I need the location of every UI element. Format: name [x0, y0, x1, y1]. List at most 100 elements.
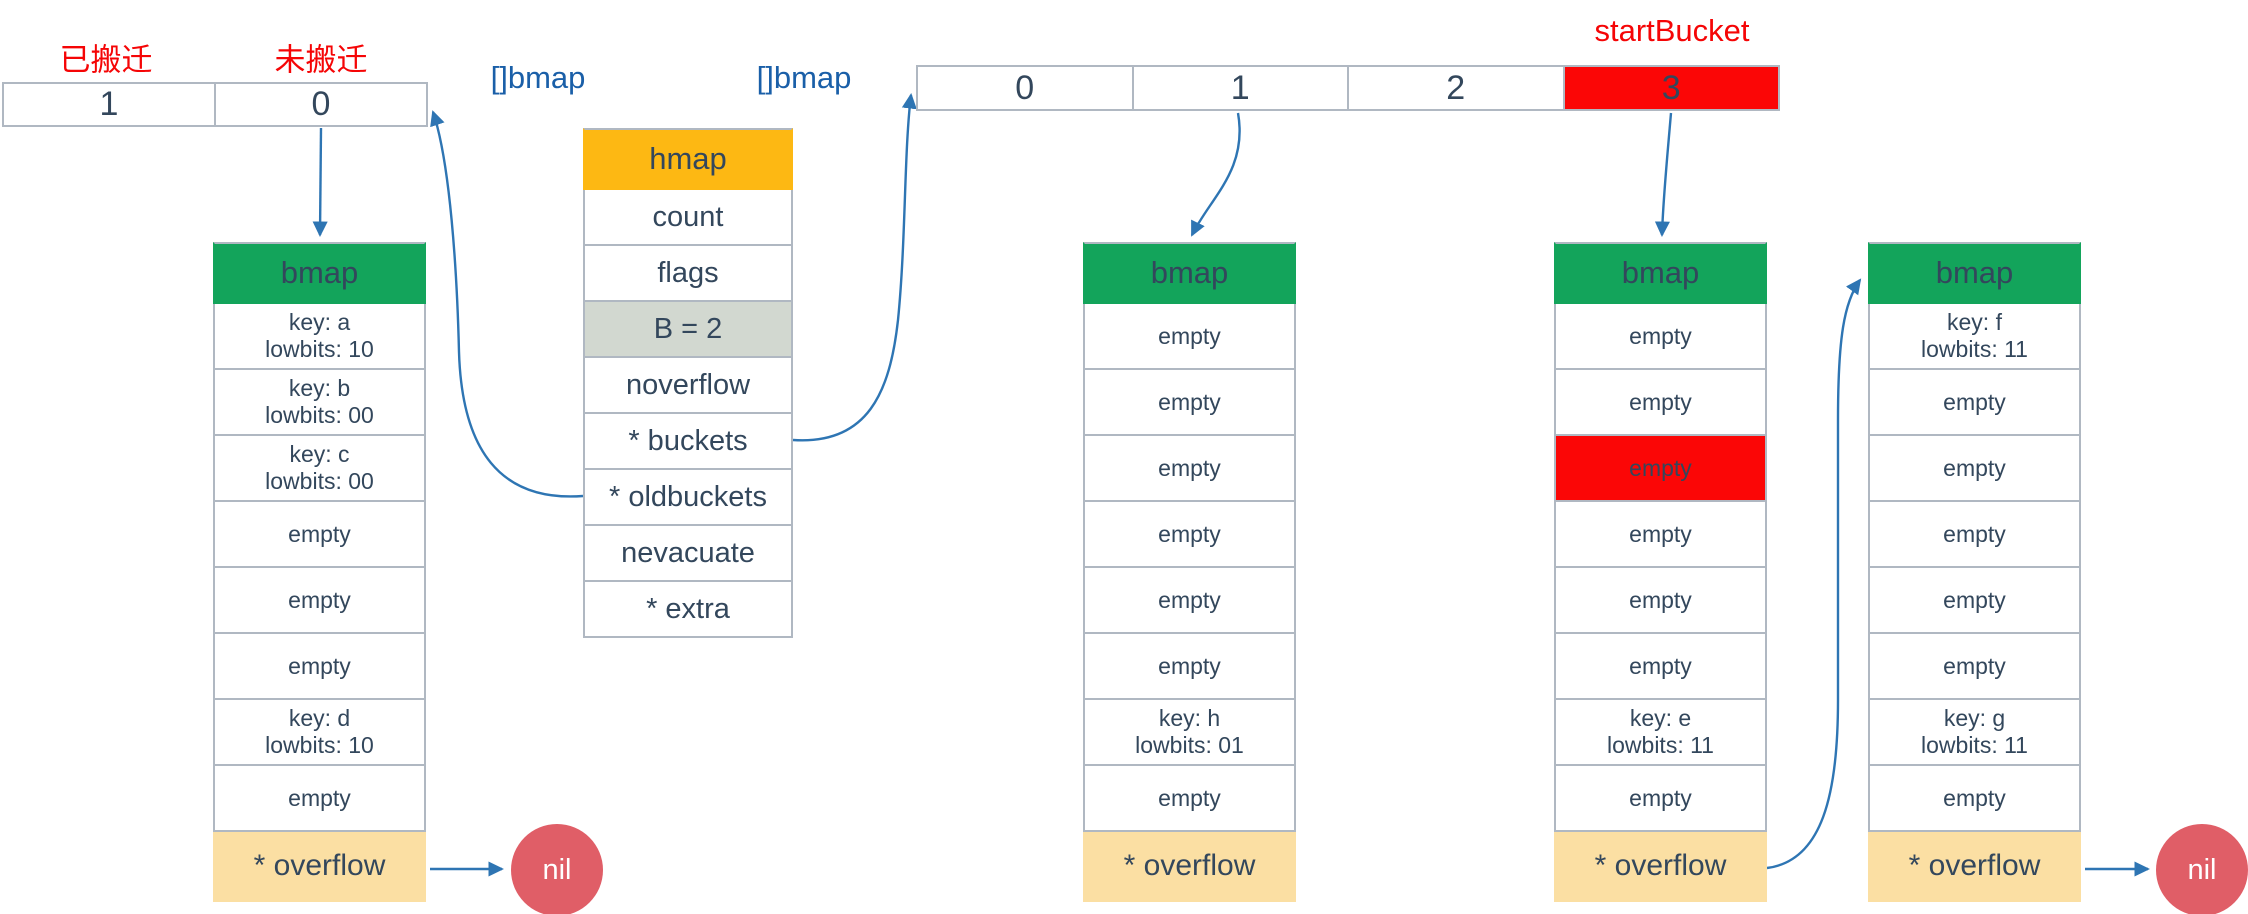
slot-line: empty	[1158, 784, 1221, 811]
bucket-cell-1: 1	[1131, 67, 1348, 109]
slot-line: empty	[1943, 784, 2006, 811]
arrow-oldbuckets-pointer	[430, 110, 584, 498]
slot-line: empty	[288, 520, 351, 547]
slot-line: empty	[1943, 520, 2006, 547]
slot-line: empty	[1158, 520, 1221, 547]
label-start-bucket: startBucket	[1594, 13, 1750, 48]
hmap-field-3: noverflow	[583, 358, 793, 414]
label-migrated: 已搬迁	[59, 42, 153, 78]
slot-line: empty	[1629, 322, 1692, 349]
hmap-field-6: nevacuate	[583, 526, 793, 582]
bmap-0-slot-1: key: b lowbits: 00	[213, 370, 426, 436]
nil-node-right: nil	[2156, 824, 2248, 914]
slot-line: empty	[288, 586, 351, 613]
bmap-2-slot-3: empty	[1554, 502, 1767, 568]
bmap-3-slot-3: empty	[1868, 502, 2081, 568]
bmap-3-slot-6: key: g lowbits: 11	[1868, 700, 2081, 766]
bmap-2-overflow: * overflow	[1554, 832, 1767, 902]
bmap-1-slot-0: empty	[1083, 304, 1296, 370]
slot-line: lowbits: 10	[265, 732, 374, 758]
slot-line: empty	[1158, 322, 1221, 349]
hmap-field-2: B = 2	[583, 302, 793, 358]
slot-line: key: d	[288, 705, 351, 731]
slot-line: empty	[1158, 388, 1221, 415]
slot-line: empty	[1629, 388, 1692, 415]
hmap-field-7: * extra	[583, 582, 793, 638]
slot-line: lowbits: 10	[265, 336, 374, 362]
bmap-0-slot-5: empty	[213, 634, 426, 700]
bmap-3-overflow: * overflow	[1868, 832, 2081, 902]
bmap-2-slot-6: key: e lowbits: 11	[1554, 700, 1767, 766]
slot-line: empty	[1943, 454, 2006, 481]
slot-line: empty	[1629, 784, 1692, 811]
bmap-0-overflow: * overflow	[213, 832, 426, 902]
bmap-3-slot-5: empty	[1868, 634, 2081, 700]
arrow-bucket3-to-bmap3	[1654, 112, 1673, 237]
arrow-bucket1-to-bmap2	[1190, 112, 1241, 237]
bmap-0-slot-6: key: d lowbits: 10	[213, 700, 426, 766]
slot-line: empty	[288, 784, 351, 811]
bmap-header-3: bmap	[1868, 242, 2081, 304]
slot-line: empty	[1943, 388, 2006, 415]
slot-line: lowbits: 11	[1921, 732, 2028, 758]
slot-line: empty	[1158, 652, 1221, 679]
hmap-field-1: flags	[583, 246, 793, 302]
slot-line: empty	[1943, 586, 2006, 613]
bmap-2-slot-4: empty	[1554, 568, 1767, 634]
bmap-3-slot-4: empty	[1868, 568, 2081, 634]
bucket-cell-3: 3	[1562, 67, 1778, 109]
arrow-oldbucket0-to-bmap1	[312, 127, 328, 237]
bmap-1-slot-6: key: h lowbits: 01	[1083, 700, 1296, 766]
bmap-0-slot-0: key: a lowbits: 10	[213, 304, 426, 370]
hmap-field-5: * oldbuckets	[583, 470, 793, 526]
slot-line: key: g	[1943, 705, 2006, 731]
hmap-struct-table: hmap count flags B = 2 noverflow * buckets * o…	[583, 128, 793, 638]
bmap-1-slot-7: empty	[1083, 766, 1296, 832]
nil-node-left: nil	[511, 824, 603, 914]
bmap-table-3: bmap key: f lowbits: 11 empty empty empty empt…	[1868, 242, 2081, 902]
slot-line: empty	[1629, 520, 1692, 547]
slot-line: key: a	[288, 309, 351, 335]
slot-line: lowbits: 11	[1607, 732, 1714, 758]
arrow-buckets-pointer	[792, 93, 917, 442]
slot-line: empty	[288, 652, 351, 679]
slot-line: empty	[1629, 652, 1692, 679]
hmap-field-4: * buckets	[583, 414, 793, 470]
bmap-3-slot-7: empty	[1868, 766, 2081, 832]
bmap-1-slot-3: empty	[1083, 502, 1296, 568]
bmap-3-slot-2: empty	[1868, 436, 2081, 502]
bmap-2-slot-2: empty	[1554, 436, 1767, 502]
slot-line: lowbits: 00	[265, 402, 374, 428]
slot-line: empty	[1158, 586, 1221, 613]
bmap-1-slot-5: empty	[1083, 634, 1296, 700]
bmap-0-slot-2: key: c lowbits: 00	[213, 436, 426, 502]
slot-line: key: c	[289, 441, 350, 467]
slot-line: empty	[1158, 454, 1221, 481]
bmap-header-1: bmap	[1083, 242, 1296, 304]
bmap-2-slot-0: empty	[1554, 304, 1767, 370]
slot-line: key: b	[288, 375, 351, 401]
bmap-2-slot-7: empty	[1554, 766, 1767, 832]
label-buckets-slice: []bmap	[756, 60, 852, 95]
slot-line: key: h	[1158, 705, 1221, 731]
label-oldbuckets-slice: []bmap	[490, 60, 586, 95]
hmap-struct-header: hmap	[583, 128, 793, 190]
bmap-table-2: bmap empty empty empty empty empty empty key: e…	[1554, 242, 1767, 902]
bmap-2-slot-5: empty	[1554, 634, 1767, 700]
oldbucket-cell-1: 0	[214, 84, 426, 125]
bmap-table-1: bmap empty empty empty empty empty empty key: h…	[1083, 242, 1296, 902]
hmap-field-0: count	[583, 190, 793, 246]
bmap-3-slot-1: empty	[1868, 370, 2081, 436]
bmap-header-2: bmap	[1554, 242, 1767, 304]
bmap-0-slot-7: empty	[213, 766, 426, 832]
slot-line: lowbits: 00	[265, 468, 374, 494]
slot-line: empty	[1943, 652, 2006, 679]
slot-line: empty	[1629, 586, 1692, 613]
bmap-0-slot-3: empty	[213, 502, 426, 568]
bmap-header-0: bmap	[213, 242, 426, 304]
label-not-migrated: 未搬迁	[274, 42, 368, 78]
bmap-table-0: bmap key: a lowbits: 10 key: b lowbits: 00 ke…	[213, 242, 426, 902]
